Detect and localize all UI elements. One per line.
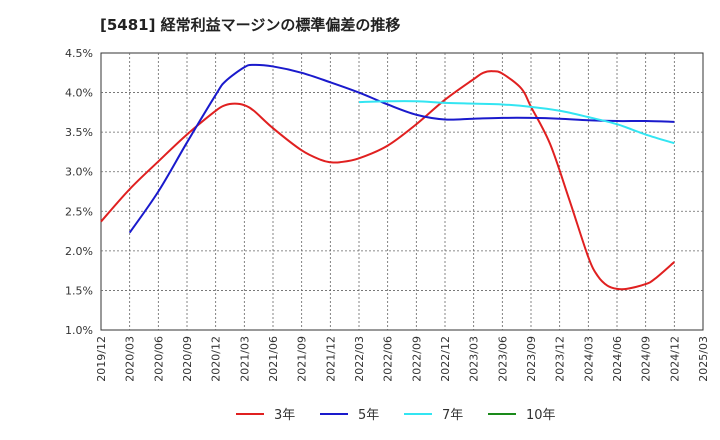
x-tick-label: 2022/12	[439, 336, 452, 382]
x-tick-label: 2024/06	[611, 336, 624, 382]
y-tick-label: 4.0%	[65, 87, 93, 100]
x-tick-label: 2020/09	[181, 336, 194, 382]
x-tick-label: 2020/03	[124, 336, 137, 382]
x-tick-label: 2023/06	[496, 336, 509, 382]
x-tick-label: 2020/06	[152, 336, 165, 382]
legend-item: 3年	[236, 408, 295, 423]
plot-area	[100, 52, 704, 331]
series-line-1	[100, 70, 675, 291]
y-tick-label: 2.0%	[65, 245, 93, 258]
x-tick-label: 2024/12	[668, 336, 681, 382]
axes: 1.0% 1.5% 2.0% 2.5% 3.0% 3.5% 4.0% 4.5% 2019/12 2…	[65, 47, 710, 382]
legend: 3年 5年 7年 10年	[236, 408, 556, 423]
y-tick-label: 2.5%	[65, 205, 93, 218]
legend-item: 7年	[404, 408, 463, 423]
x-tick-label: 2022/06	[382, 336, 395, 382]
y-tick-label: 4.5%	[65, 47, 93, 60]
x-tick-label: 2019/12	[95, 336, 108, 382]
legend-label: 5年	[358, 408, 379, 423]
y-tick-label: 1.0%	[65, 324, 93, 337]
x-tick-label: 2020/12	[210, 336, 223, 382]
chart-title: [5481] 経常利益マージンの標準偏差の推移	[100, 16, 401, 34]
x-tick-label: 2021/06	[267, 336, 280, 382]
legend-label: 7年	[442, 408, 463, 423]
x-tick-label: 2023/03	[468, 336, 481, 382]
legend-item: 5年	[320, 408, 379, 423]
x-tick-label: 2023/12	[554, 336, 567, 382]
x-tick-label: 2021/09	[296, 336, 309, 382]
x-tick-label: 2022/09	[410, 336, 423, 382]
x-tick-label: 2025/03	[697, 336, 710, 382]
y-tick-label: 1.5%	[65, 284, 93, 297]
y-tick-label: 3.5%	[65, 126, 93, 139]
series-line-3	[358, 100, 675, 145]
series-lines	[100, 63, 675, 291]
x-tick-label: 2022/03	[353, 336, 366, 382]
x-tick-label: 2024/03	[582, 336, 595, 382]
x-tick-label: 2023/09	[525, 336, 538, 382]
series-line-2	[128, 63, 675, 234]
legend-label: 10年	[526, 408, 556, 423]
legend-label: 3年	[274, 408, 295, 423]
grid	[100, 52, 704, 331]
x-tick-label: 2021/12	[324, 336, 337, 382]
y-tick-label: 3.0%	[65, 166, 93, 179]
x-tick-label: 2021/03	[238, 336, 251, 382]
x-tick-label: 2024/09	[640, 336, 653, 382]
legend-item: 10年	[488, 408, 556, 423]
